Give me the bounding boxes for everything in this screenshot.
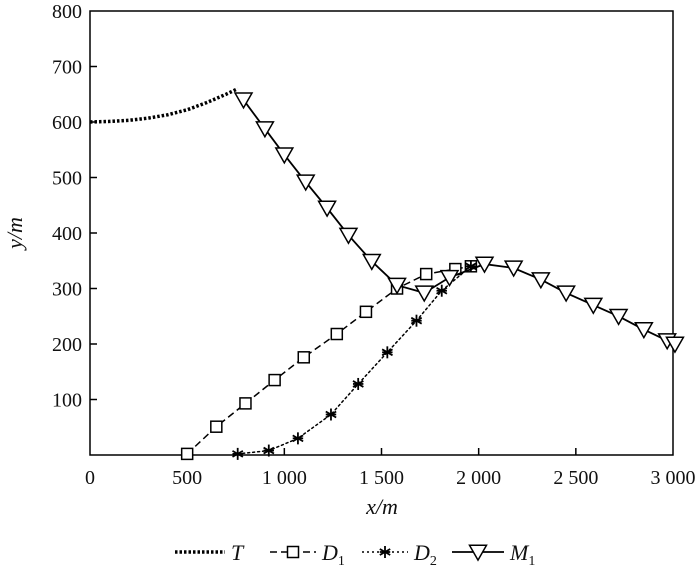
triangle-marker [295, 174, 316, 192]
legend-item-d1: D1 [270, 540, 345, 569]
triangle-marker [531, 272, 551, 290]
asterisk-marker [232, 447, 244, 460]
triangle-marker [387, 277, 407, 295]
x-tick-label: 500 [172, 467, 202, 489]
y-tick-label: 600 [52, 112, 82, 134]
triangle-marker [338, 227, 359, 245]
legend-label: D2 [413, 540, 437, 569]
series-d1 [180, 260, 478, 461]
triangle-marker [414, 285, 435, 303]
asterisk-marker [379, 546, 391, 558]
legend-label: T [231, 540, 245, 565]
y-axis-title: y/m [2, 217, 27, 251]
plot-frame [89, 10, 674, 456]
series-d2 [232, 260, 477, 460]
y-tick-label: 400 [52, 223, 82, 245]
square-marker [359, 305, 373, 319]
triangle-marker [233, 92, 254, 110]
x-tick-label: 1 000 [262, 467, 307, 489]
x-tick-label: 2 000 [456, 467, 501, 489]
x-tick-label: 2 500 [553, 467, 598, 489]
triangle-marker [583, 297, 604, 315]
series-line [236, 265, 472, 455]
asterisk-marker [436, 284, 448, 297]
triangle-marker [608, 308, 629, 326]
asterisk-marker [292, 432, 304, 445]
y-tick-label: 100 [52, 390, 82, 412]
legend-label: M1 [509, 540, 535, 569]
square-marker [286, 545, 300, 559]
triangle-marker [361, 253, 382, 271]
x-tick-label: 0 [85, 467, 95, 489]
triangle-marker [634, 322, 654, 340]
legend: T D1 D2 M1 [175, 540, 535, 569]
axis-ticks: 0 500 1 000 1 500 2 000 2 500 3 000 100 200 300 40… [52, 1, 696, 489]
triangle-marker [665, 336, 685, 354]
y-tick-label: 800 [52, 1, 82, 23]
square-marker [239, 397, 252, 410]
asterisk-marker [325, 408, 337, 421]
triangle-marker [255, 121, 275, 139]
series-layer [89, 87, 685, 461]
x-tick-label: 3 000 [651, 467, 696, 489]
triangle-marker [317, 200, 337, 218]
triangle-marker [274, 147, 295, 165]
asterisk-marker [352, 377, 364, 390]
legend-item-t: T [175, 540, 245, 565]
triangle-marker [556, 285, 576, 303]
legend-item-d2: D2 [362, 540, 437, 569]
triangle-marker [439, 269, 460, 287]
square-marker [330, 327, 344, 341]
y-tick-label: 300 [52, 279, 82, 301]
legend-label: D1 [321, 540, 345, 569]
square-marker [210, 420, 223, 433]
y-tick-label: 500 [52, 168, 82, 190]
legend-item-m1: M1 [452, 540, 535, 569]
square-marker [297, 351, 311, 364]
triangle-marker [468, 544, 488, 562]
y-tick-label: 700 [52, 57, 82, 79]
asterisk-marker [410, 314, 423, 327]
x-tick-label: 1 500 [359, 467, 404, 489]
series-t [89, 87, 239, 124]
series-line [89, 87, 239, 124]
square-marker [180, 447, 194, 461]
triangle-marker [474, 256, 495, 274]
y-tick-label: 200 [52, 334, 82, 356]
series-m1 [233, 92, 685, 354]
square-marker [268, 373, 281, 387]
x-axis-title: x/m [365, 494, 398, 519]
triangle-marker [503, 260, 524, 278]
asterisk-marker [263, 444, 275, 457]
square-marker [419, 267, 433, 281]
asterisk-marker [381, 346, 393, 359]
series-line [242, 99, 676, 345]
